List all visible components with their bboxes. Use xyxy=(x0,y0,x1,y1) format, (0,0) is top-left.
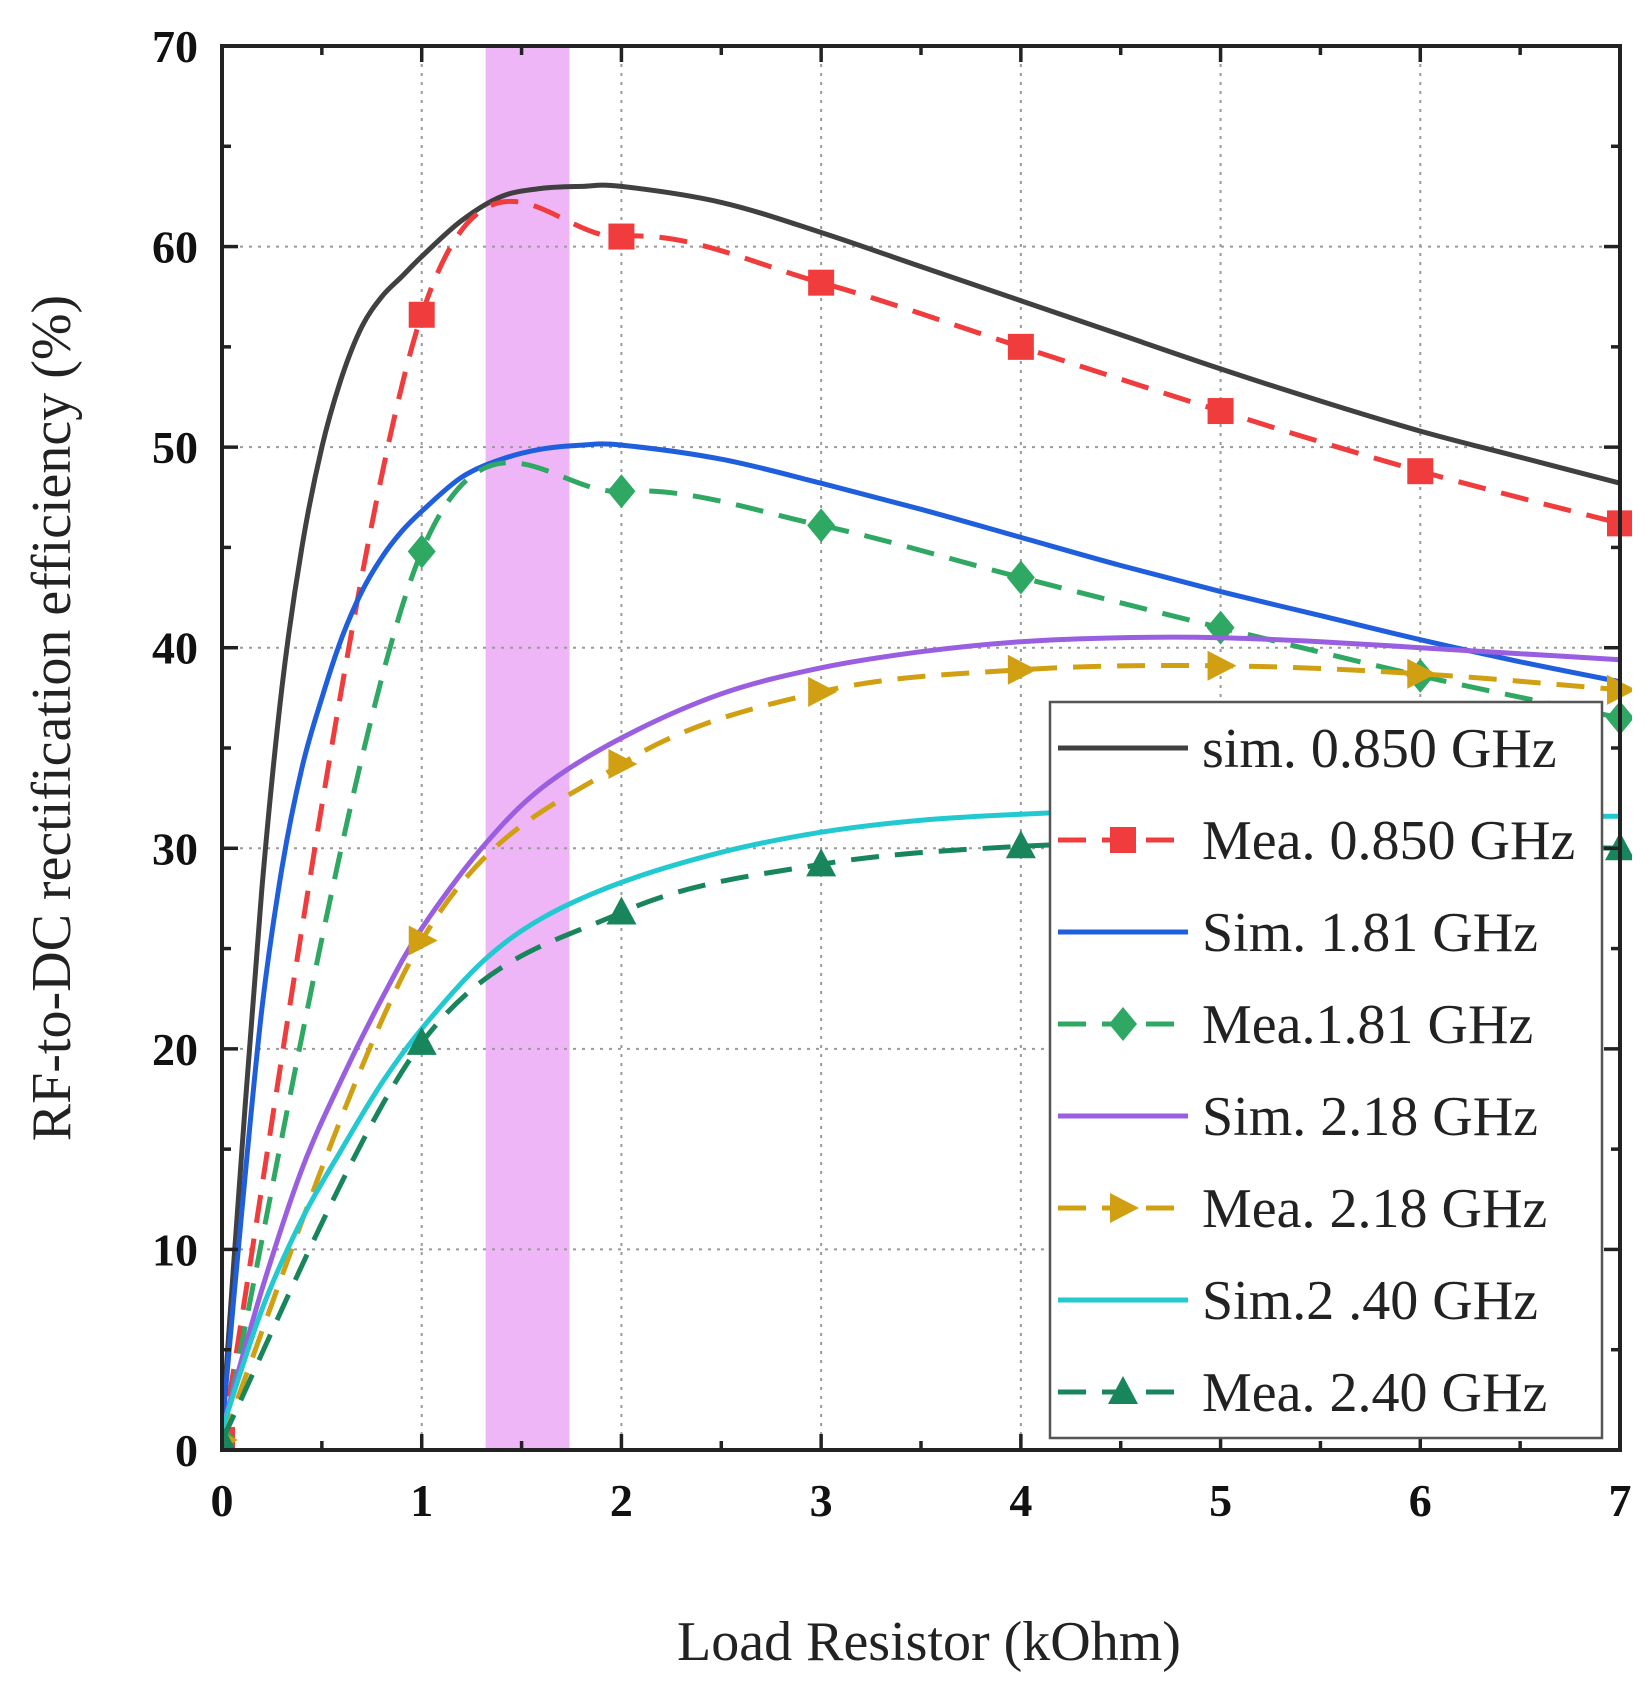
x-axis-title: Load Resistor (kOhm) xyxy=(677,1611,1181,1673)
data-point xyxy=(1207,650,1237,681)
legend-marker xyxy=(1109,1007,1137,1041)
legend-item: Sim.2 .40 GHz xyxy=(1058,1270,1538,1332)
data-point xyxy=(1407,658,1437,689)
y-tick-label: 30 xyxy=(152,823,198,874)
legend-marker xyxy=(1110,1193,1139,1223)
x-tick-label: 7 xyxy=(1609,1475,1632,1526)
legend-item: Mea. 2.18 GHz xyxy=(1058,1178,1547,1240)
data-point xyxy=(808,269,835,296)
legend-label: Sim. 2.18 GHz xyxy=(1202,1086,1538,1148)
legend-box xyxy=(1048,700,1604,1440)
y-tick-label: 20 xyxy=(152,1024,198,1075)
series-1 xyxy=(222,182,1621,1431)
x-tick-label: 1 xyxy=(410,1475,433,1526)
series-5 xyxy=(222,634,1621,1431)
series-line xyxy=(222,460,1621,1441)
highlight-band-layer xyxy=(485,46,570,1450)
x-tick-label: 5 xyxy=(1209,1475,1232,1526)
legend-item: Mea. 0.850 GHz xyxy=(1058,810,1575,872)
data-point xyxy=(607,474,636,509)
legend-label: Sim.2 .40 GHz xyxy=(1202,1270,1538,1332)
x-tick-label: 0 xyxy=(211,1475,234,1526)
legend-label: Mea. 2.40 GHz xyxy=(1202,1362,1547,1424)
legend-label: Mea. 2.18 GHz xyxy=(1202,1178,1547,1240)
data-point xyxy=(1005,830,1036,859)
y-axis-title: RF-to-DC rectification efficiency (%) xyxy=(21,295,83,1141)
legend-item: Sim. 2.18 GHz xyxy=(1058,1086,1538,1148)
data-point xyxy=(608,223,635,250)
data-point xyxy=(408,301,435,328)
data-point xyxy=(1207,398,1234,425)
x-tick-label: 4 xyxy=(1009,1475,1032,1526)
series-6 xyxy=(222,650,1632,1449)
x-tick-label: 3 xyxy=(810,1475,833,1526)
data-point xyxy=(1007,654,1037,685)
legend-label: sim. 0.850 GHz xyxy=(1202,718,1557,780)
legend-item: Sim. 1.81 GHz xyxy=(1058,902,1538,964)
series-3 xyxy=(222,441,1621,1431)
data-point xyxy=(807,508,836,543)
data-point xyxy=(606,896,637,925)
legend-label: Sim. 1.81 GHz xyxy=(1202,902,1538,964)
data-point xyxy=(407,534,436,569)
series-line xyxy=(222,182,1621,1431)
data-point xyxy=(222,1423,236,1450)
legend-label: Mea.1.81 GHz xyxy=(1202,994,1533,1056)
y-tick-label: 60 xyxy=(152,222,198,273)
series-line xyxy=(222,634,1621,1431)
legend-item: Mea.1.81 GHz xyxy=(1058,994,1533,1056)
x-tick-label: 6 xyxy=(1409,1475,1432,1526)
legend-item: sim. 0.850 GHz xyxy=(1058,718,1557,780)
y-tick-label: 10 xyxy=(152,1224,198,1275)
data-point xyxy=(1007,333,1034,360)
legend-marker xyxy=(1110,827,1136,853)
highlight-band xyxy=(485,46,570,1450)
series-line xyxy=(222,441,1621,1431)
data-point xyxy=(806,848,837,877)
y-tick-label: 0 xyxy=(175,1425,198,1476)
y-tick-label: 40 xyxy=(152,623,198,674)
legend-marker xyxy=(1108,1376,1138,1404)
y-tick-label: 70 xyxy=(152,21,198,72)
y-tick-label: 50 xyxy=(152,422,198,473)
data-point xyxy=(1006,560,1035,595)
data-point xyxy=(1407,458,1434,485)
data-point xyxy=(406,1026,437,1055)
x-tick-label: 2 xyxy=(610,1475,633,1526)
series-line xyxy=(222,198,1621,1441)
series-layer xyxy=(222,182,1632,1450)
data-point xyxy=(408,925,438,956)
data-point xyxy=(608,749,638,780)
data-point xyxy=(808,676,838,707)
series-line xyxy=(222,839,1621,1442)
legend-label: Mea. 0.850 GHz xyxy=(1202,810,1575,872)
legend: sim. 0.850 GHz Mea. 0.850 GHz Sim. 1.81 GH… xyxy=(1048,700,1604,1440)
legend-item: Mea. 2.40 GHz xyxy=(1058,1362,1547,1424)
